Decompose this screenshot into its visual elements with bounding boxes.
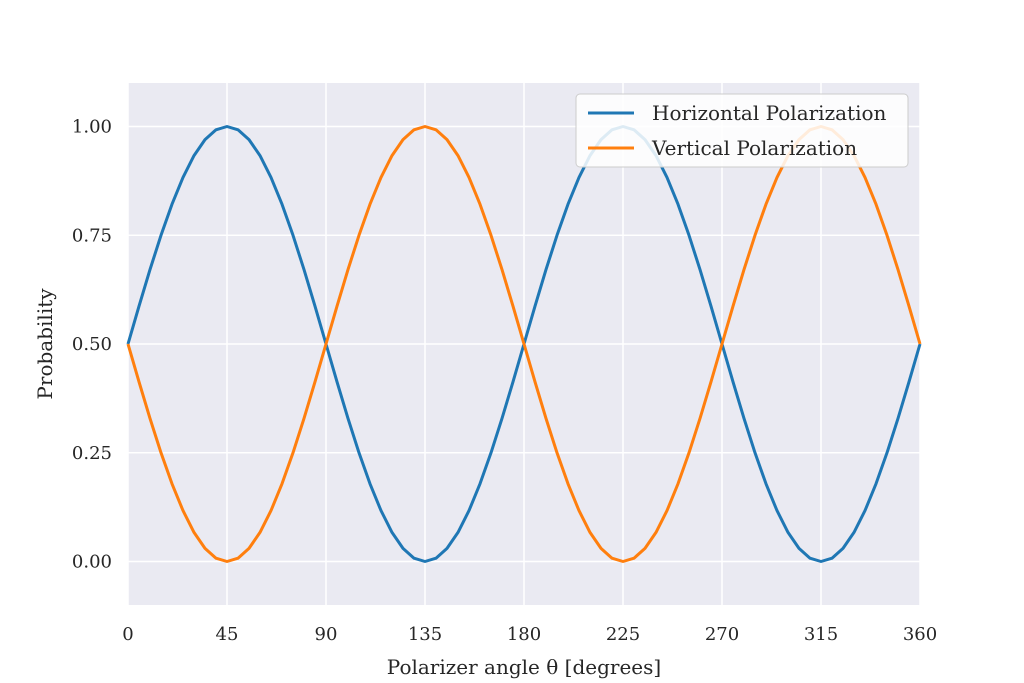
x-tick-label: 45 <box>216 624 239 645</box>
x-tick-label: 225 <box>606 624 640 645</box>
legend-box <box>575 93 909 168</box>
x-tick-label: 270 <box>705 624 739 645</box>
x-tick-label: 0 <box>122 624 133 645</box>
legend: Horizontal Polarization Vertical Polariza… <box>575 93 909 168</box>
y-tick-label: 0.50 <box>72 334 112 355</box>
y-axis-label: Probability <box>33 288 57 400</box>
y-tick-label: 0.75 <box>72 225 112 246</box>
x-tick-label: 360 <box>903 624 937 645</box>
y-tick-label: 0.00 <box>72 552 112 573</box>
y-tick-labels: 0.00 0.25 0.50 0.75 1.00 <box>72 117 112 573</box>
x-tick-label: 315 <box>804 624 838 645</box>
y-tick-label: 1.00 <box>72 117 112 138</box>
x-axis-label: Polarizer angle θ [degrees] <box>387 655 661 679</box>
legend-label: Horizontal Polarization <box>652 101 887 125</box>
legend-label: Vertical Polarization <box>651 136 857 160</box>
legend-item: Horizontal Polarization <box>588 101 887 125</box>
y-tick-label: 0.25 <box>72 443 112 464</box>
x-tick-labels: 0 45 90 135 180 225 270 315 360 <box>122 624 937 645</box>
legend-item: Vertical Polarization <box>588 136 857 160</box>
x-tick-label: 90 <box>315 624 338 645</box>
x-tick-label: 180 <box>507 624 541 645</box>
x-tick-label: 135 <box>408 624 442 645</box>
